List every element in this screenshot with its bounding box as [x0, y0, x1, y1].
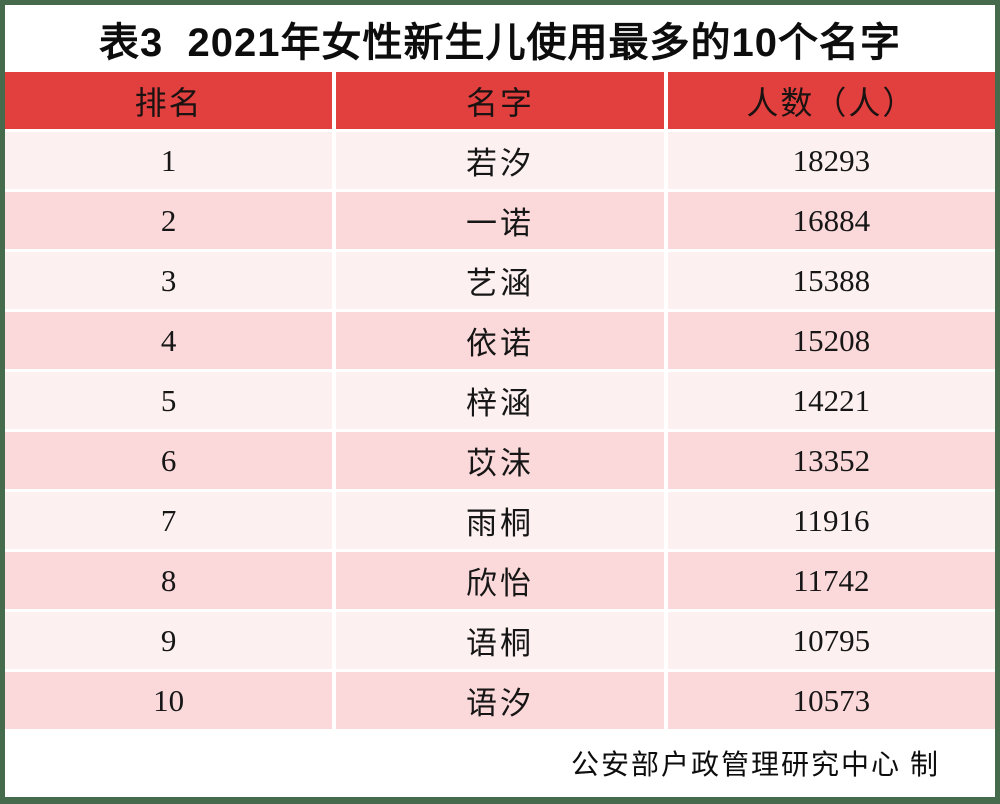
rank-cell: 10 — [5, 672, 333, 729]
count-cell: 11916 — [667, 492, 995, 549]
rank-cell: 8 — [5, 552, 333, 609]
rank-cell: 5 — [5, 372, 333, 429]
rank-cell: 4 — [5, 312, 333, 369]
name-cell: 依诺 — [336, 312, 664, 369]
count-cell: 10573 — [667, 672, 995, 729]
name-cell: 雨桐 — [336, 492, 664, 549]
header-rank: 排名 — [5, 72, 333, 129]
names-table: 排名 名字 人数（人） 1 若汐 18293 2 一诺 16884 3 艺涵 1… — [5, 72, 995, 729]
name-cell: 苡沫 — [336, 432, 664, 489]
name-cell: 若汐 — [336, 132, 664, 189]
name-cell: 梓涵 — [336, 372, 664, 429]
name-cell: 语桐 — [336, 612, 664, 669]
name-cell: 艺涵 — [336, 252, 664, 309]
table-row: 3 艺涵 15388 — [5, 252, 995, 309]
name-cell: 一诺 — [336, 192, 664, 249]
table-row: 6 苡沫 13352 — [5, 432, 995, 489]
rank-cell: 6 — [5, 432, 333, 489]
table-row: 9 语桐 10795 — [5, 612, 995, 669]
count-cell: 13352 — [667, 432, 995, 489]
footer-bar: 公安部户政管理研究中心 制 — [5, 729, 995, 797]
rank-cell: 9 — [5, 612, 333, 669]
name-cell: 语汐 — [336, 672, 664, 729]
table-row: 4 依诺 15208 — [5, 312, 995, 369]
rank-cell: 2 — [5, 192, 333, 249]
count-cell: 16884 — [667, 192, 995, 249]
count-cell: 14221 — [667, 372, 995, 429]
page-title: 表3 2021年女性新生儿使用最多的10个名字 — [99, 20, 901, 65]
rank-cell: 3 — [5, 252, 333, 309]
source-credit: 公安部户政管理研究中心 制 — [570, 750, 940, 781]
header-count: 人数（人） — [667, 72, 995, 129]
count-cell: 18293 — [667, 132, 995, 189]
rank-cell: 1 — [5, 132, 333, 189]
header-name: 名字 — [336, 72, 664, 129]
rank-cell: 7 — [5, 492, 333, 549]
table-row: 10 语汐 10573 — [5, 672, 995, 729]
count-cell: 10795 — [667, 612, 995, 669]
count-cell: 15208 — [667, 312, 995, 369]
table-row: 7 雨桐 11916 — [5, 492, 995, 549]
table-row: 5 梓涵 14221 — [5, 372, 995, 429]
table-row: 1 若汐 18293 — [5, 132, 995, 189]
table-row: 2 一诺 16884 — [5, 192, 995, 249]
count-cell: 11742 — [667, 552, 995, 609]
table-row: 8 欣怡 11742 — [5, 552, 995, 609]
count-cell: 15388 — [667, 252, 995, 309]
table-header-row: 排名 名字 人数（人） — [5, 72, 995, 129]
name-cell: 欣怡 — [336, 552, 664, 609]
title-bar: 表3 2021年女性新生儿使用最多的10个名字 — [5, 5, 995, 72]
